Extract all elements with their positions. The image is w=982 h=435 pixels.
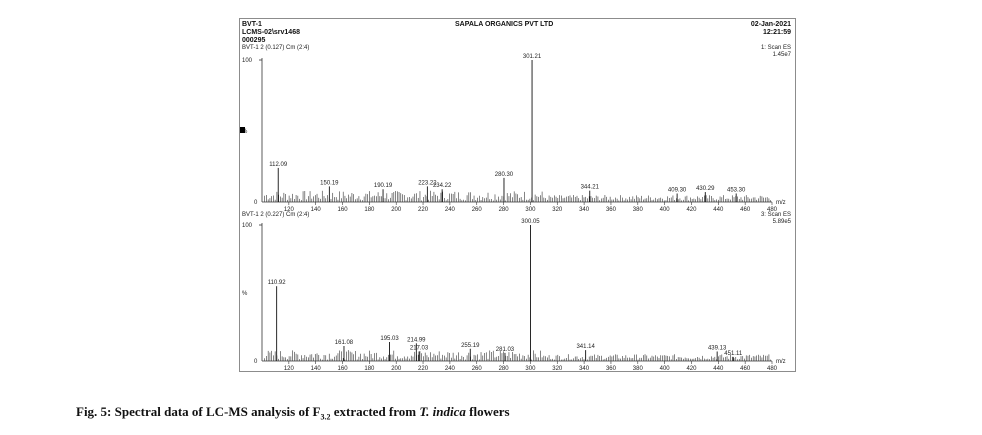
- x-tick-label: 460: [740, 366, 751, 371]
- x-tick-label: 160: [338, 207, 349, 213]
- x-tick-label: 200: [391, 207, 402, 213]
- x-tick-label: 180: [364, 207, 375, 213]
- x-tick-label: 140: [311, 366, 322, 371]
- x-tick-label: 380: [633, 366, 644, 371]
- acquisition-time: 12:21:59: [762, 29, 791, 36]
- caption-subscript: 3.2: [320, 412, 331, 422]
- run-number: 000295: [242, 37, 266, 44]
- scan-label: 1: Scan ES: [761, 45, 791, 51]
- x-tick-label: 380: [633, 207, 644, 213]
- x-tick-label: 480: [767, 207, 778, 213]
- peak-label: 112.09: [269, 162, 288, 168]
- y-top-label: 100: [242, 58, 253, 64]
- peak-label: 280.30: [495, 172, 514, 178]
- x-tick-label: 480: [767, 366, 778, 371]
- x-tick-label: 460: [740, 207, 751, 213]
- x-tick-label: 180: [364, 366, 375, 371]
- y-mid-label: %: [242, 291, 248, 297]
- x-tick-label: 400: [660, 207, 671, 213]
- x-tick-label: 200: [391, 366, 402, 371]
- x-tick-label: 440: [713, 366, 724, 371]
- peak-label: 344.21: [581, 185, 600, 191]
- peak-label: 190.19: [374, 183, 393, 189]
- peak-label: 300.05: [521, 219, 540, 225]
- peak-label: 255.19: [461, 343, 480, 349]
- intensity-label: 5.89e5: [773, 219, 792, 225]
- y-zero-label: 0: [254, 359, 258, 365]
- peak-label: 223.22: [418, 180, 437, 186]
- y-zero-label: 0: [254, 200, 258, 206]
- x-tick-label: 120: [284, 366, 295, 371]
- x-tick-label: 360: [606, 366, 617, 371]
- figure-caption: Fig. 5: Spectral data of LC-MS analysis …: [76, 404, 510, 422]
- x-tick-label: 220: [418, 207, 429, 213]
- x-unit-label: m/z: [776, 200, 786, 206]
- company-name: SAPALA ORGANICS PVT LTD: [455, 21, 554, 28]
- caption-species: T. indica: [419, 404, 466, 419]
- x-tick-label: 400: [660, 366, 671, 371]
- peak-label: 439.13: [708, 345, 727, 351]
- caption-middle: extracted from: [330, 404, 420, 419]
- marker-square: [240, 127, 245, 133]
- peak-label: 281.03: [496, 347, 515, 353]
- sample-name: BVT-1: [242, 21, 262, 28]
- peak-label: 430.29: [696, 186, 715, 192]
- peak-label: 451.11: [724, 351, 743, 357]
- peak-label: 217.03: [410, 345, 429, 351]
- x-tick-label: 140: [311, 207, 322, 213]
- y-top-label: 100: [242, 223, 253, 229]
- peak-label: 161.08: [335, 340, 354, 346]
- x-tick-label: 300: [525, 207, 536, 213]
- x-tick-label: 300: [525, 366, 536, 371]
- x-tick-label: 420: [686, 366, 697, 371]
- x-tick-label: 280: [499, 207, 510, 213]
- intensity-label: 1.45e7: [773, 52, 792, 58]
- x-tick-label: 280: [499, 366, 510, 371]
- scan-label: 3: Scan ES: [761, 212, 791, 218]
- x-tick-label: 220: [418, 366, 429, 371]
- peak-label: 110.92: [268, 280, 287, 286]
- mass-spectra-chart: BVT-1 2 (0.127) Cm (2:4) 1: Scan ES1.45e7…: [240, 45, 792, 371]
- x-tick-label: 360: [606, 207, 617, 213]
- x-tick-label: 440: [713, 207, 724, 213]
- peak-label: 301.21: [523, 54, 542, 60]
- panel-label: BVT-1 2 (0.127) Cm (2:4): [242, 45, 309, 51]
- peak-label: 150.19: [320, 180, 339, 186]
- caption-prefix: Fig. 5: Spectral data of LC-MS analysis …: [76, 404, 321, 419]
- x-tick-label: 160: [338, 366, 349, 371]
- x-tick-label: 420: [686, 207, 697, 213]
- x-tick-label: 320: [552, 366, 563, 371]
- x-tick-label: 240: [445, 366, 456, 371]
- x-tick-label: 120: [284, 207, 295, 213]
- caption-suffix: flowers: [465, 404, 510, 419]
- spectrum-frame: BVT-1 LCMS-02\srv1468 000295 SAPALA ORGA…: [239, 18, 796, 372]
- peak-label: 195.03: [380, 336, 399, 342]
- x-tick-label: 340: [579, 207, 590, 213]
- peak-label: 214.99: [407, 337, 426, 343]
- x-tick-label: 260: [472, 366, 483, 371]
- peak-label: 234.22: [433, 183, 452, 189]
- file-path: LCMS-02\srv1468: [242, 29, 300, 36]
- x-tick-label: 320: [552, 207, 563, 213]
- acquisition-date: 02-Jan-2021: [750, 21, 791, 28]
- peak-label: 341.14: [576, 344, 595, 350]
- x-tick-label: 340: [579, 366, 590, 371]
- peak-label: 453.30: [727, 187, 746, 193]
- peak-label: 409.30: [668, 187, 687, 193]
- x-tick-label: 260: [472, 207, 483, 213]
- x-unit-label: m/z: [776, 359, 786, 365]
- panel-label: BVT-1 2 (0.227) Cm (2:4): [242, 212, 309, 218]
- x-tick-label: 240: [445, 207, 456, 213]
